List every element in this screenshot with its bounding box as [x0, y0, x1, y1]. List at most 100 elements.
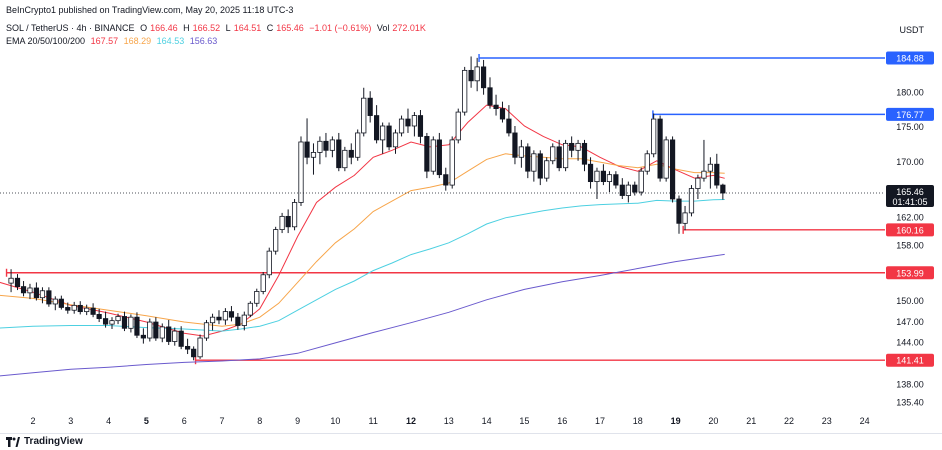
candle-body — [159, 326, 165, 339]
candle-body — [77, 304, 83, 313]
candle-body — [115, 316, 121, 322]
candle-body — [651, 118, 657, 155]
x-tick-label: 18 — [633, 416, 643, 426]
candle-body — [20, 286, 27, 294]
x-tick-label: 5 — [144, 416, 149, 426]
candle-body — [455, 111, 461, 141]
price-chart[interactable]: 184.88 180.00 176.77 175.00 170.00 165.4601:4… — [0, 0, 942, 433]
level-tag: 160.16 — [886, 223, 934, 237]
candle-body — [594, 170, 600, 183]
candle-body — [128, 316, 134, 329]
candle — [14, 274, 21, 291]
candle-body — [342, 149, 348, 169]
x-tick-label: 6 — [182, 416, 187, 426]
level-tag-bg — [886, 51, 934, 65]
candle-body — [525, 146, 531, 172]
candle-body — [701, 170, 707, 179]
candle-body — [449, 139, 455, 186]
x-tick-label: 12 — [406, 416, 416, 426]
candle — [153, 317, 159, 341]
candle — [380, 122, 386, 154]
candle — [569, 136, 575, 158]
candle-body — [405, 118, 411, 127]
candle — [77, 301, 83, 315]
candle — [147, 318, 153, 342]
candle — [613, 171, 619, 189]
candle — [8, 269, 14, 293]
ema100-value: 164.53 — [156, 36, 185, 46]
candle-body — [228, 311, 235, 318]
candle — [342, 146, 348, 172]
candle-body — [90, 307, 96, 315]
y-tick-label: 150.00 — [896, 296, 924, 306]
candle-body — [298, 141, 304, 203]
y-tick-label: 147.00 — [896, 317, 924, 327]
y-tick-label: 158.00 — [896, 240, 924, 250]
candle — [625, 181, 631, 203]
x-tick-label: 17 — [595, 416, 605, 426]
candle — [329, 136, 335, 158]
x-tick-label: 2 — [30, 416, 35, 426]
candle — [84, 304, 90, 316]
candle — [493, 94, 499, 116]
candle — [228, 306, 235, 322]
candle-body — [493, 104, 499, 110]
candle-body — [310, 152, 317, 158]
x-tick-label: 22 — [784, 416, 794, 426]
y-tick-label: 135.40 — [896, 398, 924, 408]
candle — [291, 198, 298, 231]
candle-body — [550, 146, 556, 162]
candle — [386, 122, 392, 151]
candle — [512, 125, 518, 165]
candle-body — [720, 184, 726, 194]
symbol-name[interactable]: SOL / TetherUS · 4h · BINANCE — [6, 23, 135, 33]
candle — [632, 181, 638, 196]
candle — [96, 308, 102, 323]
volume: Vol 272.01K — [376, 23, 426, 33]
y-tick-label: 175.00 — [896, 122, 924, 132]
candle — [487, 77, 493, 109]
candle-body — [569, 142, 575, 151]
candle-body — [518, 146, 524, 158]
candle — [411, 112, 418, 137]
candle-body — [556, 146, 562, 169]
candle — [159, 323, 165, 343]
publisher-note: BeInCrypto1 published on TradingView.com… — [6, 5, 294, 15]
level-tag-bg — [886, 353, 934, 367]
candle — [544, 157, 550, 182]
candle — [209, 313, 216, 331]
candle-body — [109, 320, 115, 325]
candle — [663, 136, 669, 182]
candle — [682, 205, 688, 231]
candle-body — [96, 314, 102, 319]
candle-body — [260, 274, 266, 292]
candle-body — [462, 69, 468, 113]
candle-body — [669, 139, 676, 200]
candle-body — [695, 177, 701, 189]
ema-legend[interactable]: EMA 20/50/100/200 167.57 168.29 164.53 1… — [6, 36, 220, 46]
level-tag-label: 160.16 — [896, 225, 924, 235]
candle — [260, 271, 266, 295]
candle — [676, 195, 682, 234]
level-tag-label: 184.88 — [896, 54, 924, 64]
tradingview-logo[interactable]: TradingView — [6, 436, 83, 447]
candle — [115, 313, 121, 325]
candle-body — [84, 307, 90, 313]
candle-body — [336, 139, 342, 169]
candle-body — [121, 316, 128, 329]
ema-line-ema100 — [0, 199, 725, 332]
candle — [455, 108, 461, 144]
ema20-value: 167.57 — [90, 36, 119, 46]
candle-body — [644, 153, 650, 172]
ohlc-open: O 166.46 — [140, 23, 178, 33]
level-tag-label: 176.77 — [896, 110, 924, 120]
candle — [644, 150, 650, 175]
x-tick-label: 20 — [708, 416, 718, 426]
candle — [241, 311, 247, 331]
candle-body — [8, 277, 14, 284]
candle-body — [254, 291, 260, 304]
candle-body — [348, 149, 354, 158]
candle — [273, 226, 279, 255]
ema-label: EMA 20/50/100/200 — [6, 36, 86, 46]
y-tick-label: 144.00 — [896, 338, 924, 348]
